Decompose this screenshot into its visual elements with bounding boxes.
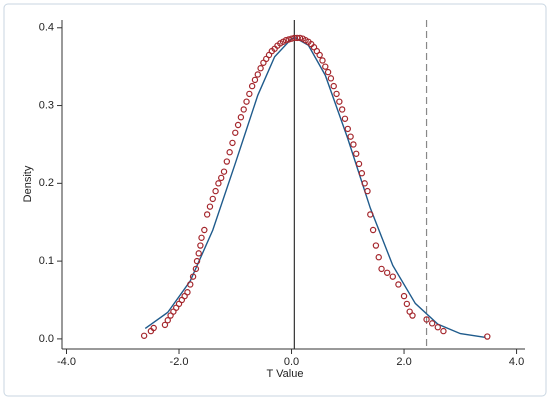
point (193, 257, 201, 265)
point (347, 133, 354, 140)
point (367, 211, 374, 218)
point (240, 106, 247, 113)
point (355, 160, 363, 168)
point (195, 250, 202, 257)
point (324, 68, 332, 76)
point (378, 265, 385, 273)
point (220, 168, 228, 175)
point (243, 98, 250, 105)
point (372, 242, 380, 249)
y-tick-label: 0.0 (39, 333, 54, 345)
point (484, 333, 491, 340)
point (226, 149, 233, 156)
point (341, 115, 349, 122)
point (201, 226, 208, 234)
y-tick-label: 0.4 (39, 22, 54, 34)
point (234, 121, 242, 129)
point (248, 82, 256, 90)
point (209, 195, 216, 203)
x-tick-label: -4.0 (57, 356, 76, 368)
point (203, 211, 211, 218)
point (319, 57, 326, 64)
point (350, 141, 357, 148)
y-tick-label: 0.1 (39, 255, 54, 267)
point (333, 90, 340, 98)
point (375, 254, 382, 261)
point (237, 114, 245, 121)
point (232, 129, 239, 136)
point (229, 139, 236, 147)
x-tick-label: 4.0 (509, 356, 524, 368)
point (161, 321, 169, 329)
point (197, 242, 204, 249)
point (383, 269, 391, 276)
point (358, 170, 366, 177)
y-tick-label: 0.2 (39, 177, 54, 189)
point (395, 281, 402, 288)
frame (3, 3, 547, 397)
point (353, 150, 360, 157)
point (218, 174, 225, 182)
point (246, 90, 253, 98)
point (336, 98, 343, 105)
point (440, 327, 447, 335)
point (189, 273, 197, 280)
point (338, 106, 346, 113)
point (344, 125, 351, 133)
point (400, 292, 408, 300)
point (254, 71, 261, 78)
point (389, 273, 396, 280)
point (282, 37, 290, 44)
point (187, 281, 194, 288)
point (251, 76, 259, 84)
point (140, 332, 148, 339)
point (198, 234, 205, 241)
point (150, 324, 157, 332)
point (369, 226, 377, 234)
point (364, 187, 371, 195)
point (327, 75, 335, 82)
x-axis-label: T Value (267, 368, 304, 380)
point (257, 65, 264, 72)
point (322, 63, 329, 70)
x-tick-label: 2.0 (396, 356, 411, 368)
point (409, 312, 416, 319)
point (434, 324, 442, 331)
point (215, 180, 222, 187)
y-tick-label: 0.3 (39, 99, 54, 111)
point (330, 82, 337, 90)
point (285, 36, 292, 43)
point (316, 51, 323, 59)
point (164, 317, 171, 324)
point (184, 289, 191, 296)
x-tick-label: 0.0 (284, 356, 299, 368)
point (423, 316, 430, 323)
point (361, 180, 368, 187)
point (192, 265, 200, 273)
point (223, 158, 231, 165)
y-axis-label: Density (22, 165, 34, 202)
point (403, 300, 411, 308)
point (428, 320, 436, 327)
point (212, 187, 219, 195)
x-tick-label: -2.0 (170, 356, 189, 368)
point (206, 203, 214, 210)
point (296, 34, 304, 42)
